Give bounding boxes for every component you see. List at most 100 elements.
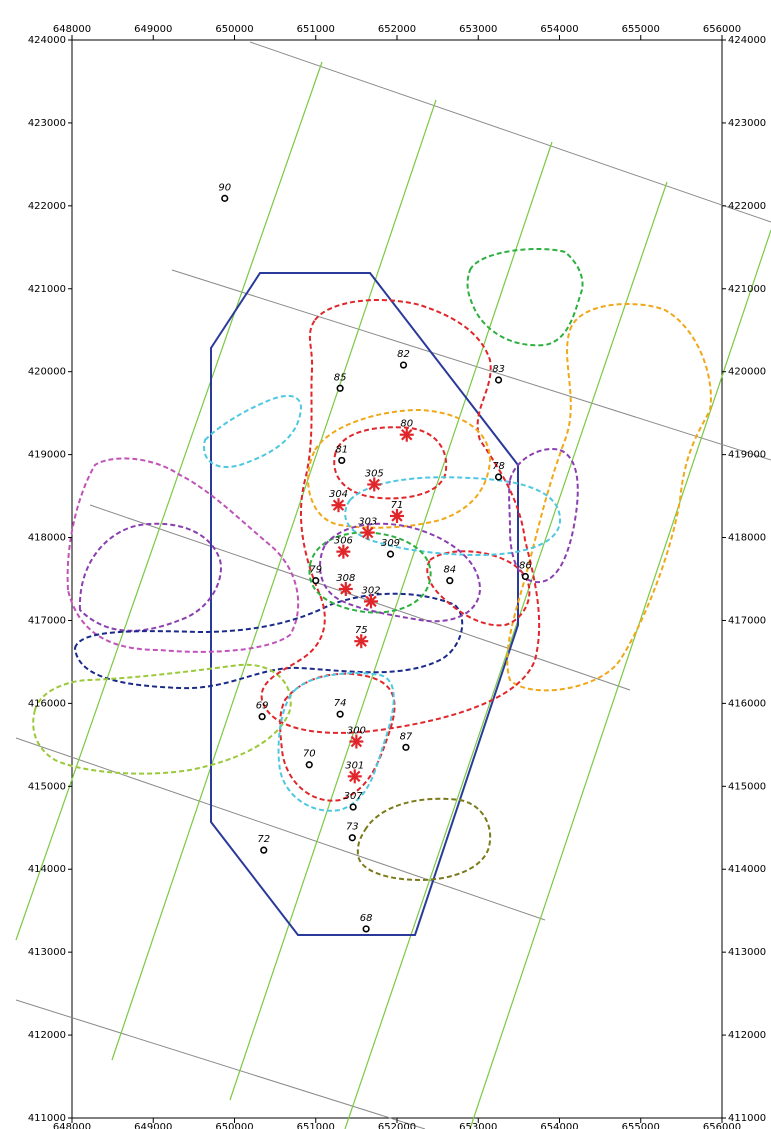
well-label: 75	[355, 625, 368, 636]
contour-red-main	[260, 299, 541, 734]
contour-purple-left	[78, 522, 222, 632]
seismic-line	[344, 181, 668, 1129]
y-tick-label-right: 421000	[728, 284, 766, 295]
well-69[interactable]: 69	[256, 701, 269, 721]
well-label: 71	[391, 500, 404, 511]
well-301[interactable]: 301	[345, 760, 364, 784]
well-circle-icon	[305, 761, 313, 769]
x-tick-label-bottom: 650000	[215, 1122, 253, 1129]
well-circle-icon	[349, 803, 357, 811]
well-label: 306	[334, 536, 353, 547]
well-label: 74	[334, 698, 347, 709]
contour-green-top	[466, 248, 584, 347]
well-circle-icon	[338, 456, 346, 465]
well-72[interactable]: 72	[257, 834, 270, 854]
map-frame	[71, 39, 723, 1119]
well-circle-icon	[446, 577, 454, 585]
well-306[interactable]: 306	[334, 536, 353, 559]
seismic-line-group	[15, 61, 771, 1129]
well-82[interactable]: 82	[397, 349, 410, 369]
well-label: 70	[303, 749, 316, 760]
well-90[interactable]: 90	[218, 182, 231, 202]
well-73[interactable]: 73	[346, 822, 359, 842]
well-83[interactable]: 83	[492, 364, 505, 384]
x-tick-label-top: 648000	[53, 24, 91, 35]
well-75[interactable]: 75	[354, 625, 369, 649]
well-label: 307	[344, 791, 364, 802]
y-tick-label-right: 414000	[728, 864, 766, 875]
well-78[interactable]: 78	[492, 461, 505, 481]
well-label: 302	[361, 585, 380, 596]
well-label: 79	[309, 565, 322, 576]
well-305[interactable]: 305	[365, 468, 384, 492]
contour-green-center	[308, 531, 432, 614]
well-68[interactable]: 68	[360, 913, 373, 933]
well-86[interactable]: 86	[519, 561, 532, 581]
y-tick-label-left: 419000	[28, 450, 66, 461]
seismic-line	[111, 99, 437, 1061]
gray-line	[171, 269, 771, 461]
x-tick-label-top: 653000	[459, 24, 497, 35]
well-71[interactable]: 71	[390, 500, 404, 523]
gray-line	[15, 999, 426, 1129]
x-tick-label-top: 649000	[134, 24, 172, 35]
gray-line-group	[15, 41, 771, 1129]
x-tick-label-bottom: 649000	[134, 1122, 172, 1129]
well-label: 87	[400, 731, 413, 742]
well-circle-icon	[386, 550, 395, 558]
well-star-icon	[355, 635, 367, 647]
license-boundary[interactable]	[210, 272, 519, 936]
well-79[interactable]: 79	[309, 565, 322, 585]
y-tick-label-right: 420000	[728, 367, 766, 378]
contour-magenta-left	[66, 457, 300, 653]
well-300[interactable]: 300	[347, 726, 366, 749]
y-tick-label-right: 411000	[728, 1113, 766, 1124]
contour-orange-center	[307, 408, 492, 529]
well-star-icon	[365, 595, 377, 608]
x-tick-label-top: 651000	[297, 24, 335, 35]
well-circle-icon	[312, 577, 320, 585]
x-tick-label-bottom: 652000	[378, 1122, 416, 1129]
well-309[interactable]: 309	[381, 538, 400, 558]
well-87[interactable]: 87	[400, 731, 413, 751]
well-label: 308	[336, 573, 355, 584]
well-304[interactable]: 304	[329, 489, 348, 513]
y-tick-label-right: 418000	[728, 533, 766, 544]
gray-line	[15, 737, 546, 921]
well-label: 83	[492, 364, 505, 375]
x-axis: 648000 648000 649000 649000 650000 650000 6510…	[53, 24, 741, 1129]
well-label: 82	[397, 349, 410, 360]
well-markers: 90 82 85 83 80 81 305 304 71 303 306 309 84 86 78 79 308…	[218, 182, 532, 933]
well-74[interactable]: 74	[334, 698, 347, 718]
well-star-icon	[391, 510, 403, 522]
well-label: 305	[365, 468, 384, 479]
y-tick-label-left: 412000	[28, 1030, 66, 1041]
y-tick-label-left: 411000	[28, 1113, 66, 1124]
contour-olive	[356, 797, 492, 882]
well-81[interactable]: 81	[335, 444, 348, 465]
x-tick-label-bottom: 648000	[53, 1122, 91, 1129]
contour-orange-right	[506, 303, 712, 692]
x-tick-label-top: 655000	[622, 24, 660, 35]
well-308[interactable]: 308	[336, 573, 355, 596]
well-307[interactable]: 307	[344, 791, 364, 811]
well-84[interactable]: 84	[443, 565, 456, 585]
y-tick-label-left: 421000	[28, 284, 66, 295]
well-circle-icon	[336, 384, 344, 392]
well-label: 90	[218, 182, 231, 193]
well-circle-icon	[494, 473, 503, 481]
well-label: 73	[346, 822, 359, 833]
contour-group	[32, 248, 712, 882]
y-tick-label-left: 414000	[28, 864, 66, 875]
y-tick-label-left: 415000	[28, 781, 66, 792]
well-70[interactable]: 70	[303, 749, 316, 769]
well-302[interactable]: 302	[361, 585, 381, 609]
well-303[interactable]: 303	[358, 517, 377, 540]
well-circle-icon	[402, 743, 410, 751]
contour-cyan-left	[203, 394, 302, 468]
well-85[interactable]: 85	[334, 372, 347, 392]
well-80[interactable]: 80	[399, 419, 414, 442]
y-tick-label-right: 417000	[728, 615, 766, 626]
